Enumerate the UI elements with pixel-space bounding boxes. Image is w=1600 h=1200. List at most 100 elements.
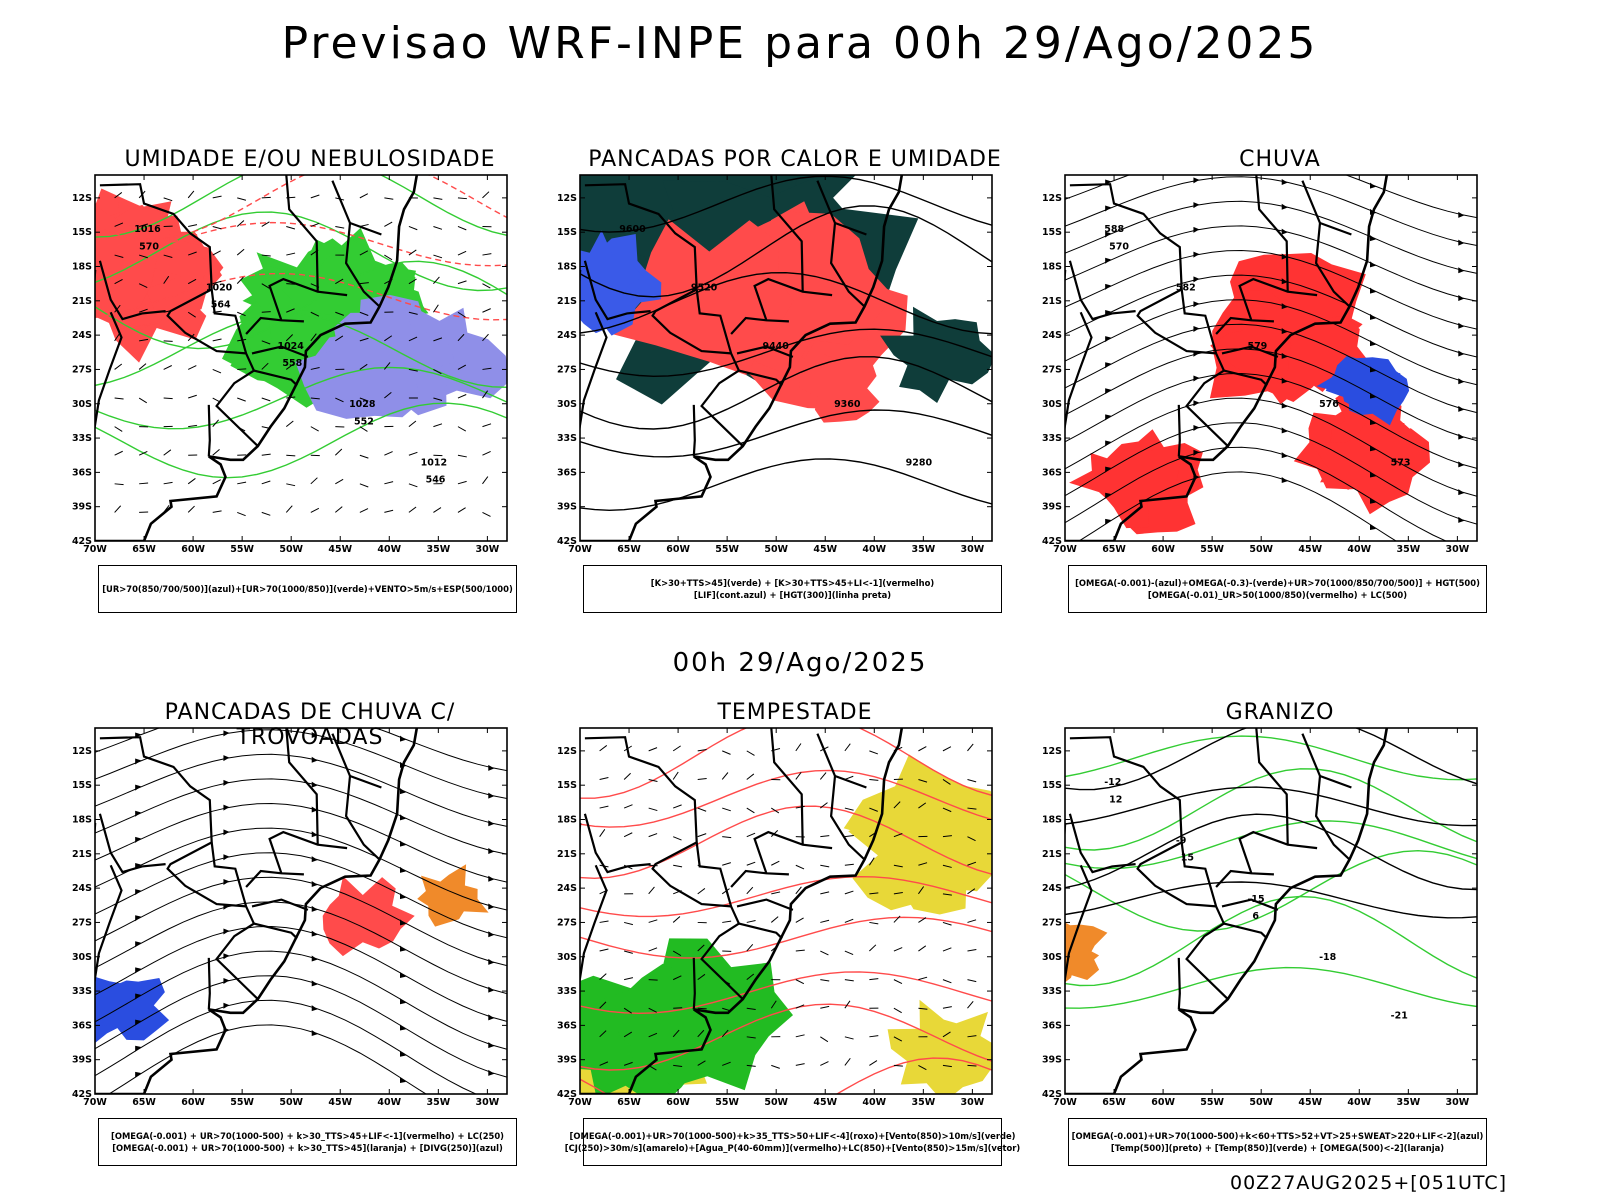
wind-vector [433, 304, 439, 313]
wind-vector [844, 950, 854, 956]
border-line [816, 733, 837, 777]
contour-line [95, 402, 507, 479]
streamline-arrow [1105, 388, 1112, 395]
contour-label: -9 [1176, 836, 1187, 847]
contour-label: 570 [1109, 241, 1129, 252]
border-line [95, 864, 123, 986]
contour-label: -12 [1104, 777, 1121, 788]
wind-vector [746, 886, 754, 895]
wind-vector [433, 423, 443, 428]
panel-granizo: GRANIZO -12 -9 -15 -18 -21 12 15 6 12S 15S 18S 21S 2… [1042, 700, 1525, 1180]
lat-tick-label: 24S [557, 330, 577, 341]
border-line [1065, 311, 1093, 433]
wind-vector [722, 920, 732, 923]
wind-vector [942, 1006, 952, 1009]
border-line [1069, 183, 1229, 447]
contour-label: 12 [1109, 794, 1122, 805]
lon-tick-label: 70W [568, 1097, 592, 1108]
wind-vector [384, 335, 393, 342]
lat-tick-label: 27S [72, 364, 92, 375]
wind-vector [599, 776, 609, 780]
wind-vector [212, 280, 222, 285]
shaded-area [1210, 312, 1292, 384]
wind-vector [188, 424, 198, 428]
lat-tick-label: 33S [72, 433, 92, 444]
border-line [736, 345, 794, 358]
wind-vector [335, 225, 345, 229]
wind-vector [335, 397, 344, 403]
shaded-area [417, 864, 489, 927]
wind-vector [722, 807, 731, 812]
wind-vector [138, 397, 148, 404]
streamline-arrow [1193, 226, 1200, 233]
border-line [166, 841, 247, 908]
wind-vector [648, 778, 658, 782]
lon-tick-label: 40W [862, 1097, 886, 1108]
lon-tick-label: 70W [568, 544, 592, 555]
lat-tick-label: 15S [1042, 227, 1062, 238]
wind-vector [599, 1001, 607, 1009]
lat-tick-label: 33S [1042, 986, 1062, 997]
contour-label: 1020 [206, 283, 233, 294]
wind-vector [942, 835, 952, 838]
wind-vector [212, 419, 219, 427]
wind-vector [237, 397, 246, 402]
wind-vector [697, 973, 706, 981]
lat-tick-label: 36S [72, 1020, 92, 1031]
lon-tick-label: 35W [911, 544, 935, 555]
streamline-arrow [1105, 466, 1112, 473]
border-line [753, 277, 833, 321]
lat-tick-label: 21S [557, 296, 577, 307]
wind-vector [335, 311, 344, 316]
wind-vector [599, 1030, 607, 1038]
panel-pancadas-calor: PANCADAS POR CALOR E UMIDADE 9600 9520 944… [557, 147, 1040, 627]
wind-vector [746, 750, 755, 756]
contour-label: 588 [1104, 224, 1124, 235]
border-line [692, 404, 696, 457]
wind-vector [795, 949, 805, 952]
wind-vector [114, 450, 123, 456]
border-line [770, 728, 804, 845]
streamline-arrow [135, 915, 142, 922]
contour-line [95, 272, 507, 321]
wind-vector [942, 979, 952, 984]
wind-vector [820, 979, 830, 982]
streamline-arrow [1370, 235, 1376, 242]
wind-vector [673, 864, 683, 868]
wind-vector [384, 221, 393, 227]
wind-vector [672, 975, 682, 981]
streamline-arrow [1193, 425, 1200, 432]
wind-vector [942, 921, 952, 926]
wind-vector [893, 833, 903, 838]
wind-vector [820, 1061, 829, 1066]
wind-vector [746, 1036, 756, 1039]
lat-tick-label: 39S [72, 1055, 92, 1066]
shaded-area [692, 211, 894, 376]
wind-vector [482, 511, 491, 517]
streamline-arrow [1458, 405, 1465, 412]
lat-tick-label: 15S [1042, 780, 1062, 791]
wind-vector [163, 481, 173, 485]
streamline-arrow [311, 880, 318, 887]
border-line [251, 345, 309, 358]
lat-tick-label: 18S [1042, 815, 1062, 826]
wind-vector [942, 1031, 951, 1038]
wind-vector [942, 893, 952, 896]
streamline-arrow [1458, 322, 1465, 329]
wind-vector [433, 197, 443, 200]
wind-vector [188, 251, 197, 256]
wind-vector [433, 397, 443, 401]
wind-vector [918, 746, 927, 752]
wind-vector [408, 483, 418, 488]
lon-tick-label: 60W [1151, 1097, 1175, 1108]
shaded-area [1069, 448, 1181, 529]
wind-vector [771, 1064, 780, 1069]
wind-vector [893, 979, 903, 985]
wind-vector [624, 950, 633, 954]
coastline [580, 728, 904, 1094]
streamline-arrow [1370, 523, 1376, 530]
contour-label: -21 [1391, 1011, 1408, 1022]
lon-tick-label: 65W [617, 544, 641, 555]
legend-line: [CJ(250)>30m/s](amarelo)+[Agua_P(40-60mm… [564, 1143, 1021, 1153]
border-line [583, 260, 651, 321]
